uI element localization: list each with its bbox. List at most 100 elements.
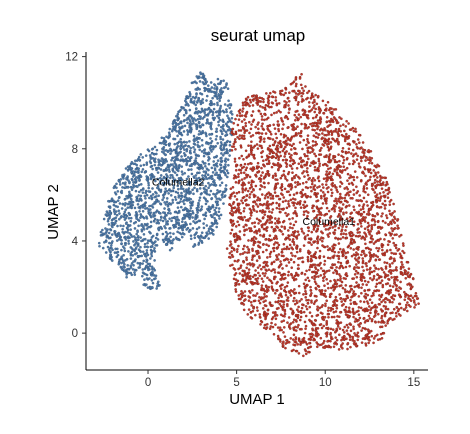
scatter-point [192,146,195,149]
scatter-point [172,226,176,229]
scatter-point [249,100,253,104]
scatter-point [217,214,221,218]
scatter-point [241,107,245,110]
scatter-point [325,335,328,338]
scatter-point [222,129,226,132]
scatter-point [325,180,328,183]
scatter-point [173,159,176,163]
scatter-point [173,161,177,165]
scatter-point [400,271,404,275]
scatter-point [184,221,187,224]
scatter-point [269,137,272,140]
scatter-point [231,202,235,205]
scatter-point [326,129,330,133]
scatter-point [266,276,269,280]
scatter-point [177,223,181,227]
scatter-point [176,118,179,121]
scatter-point [250,304,253,307]
scatter-point [244,121,248,125]
scatter-point [311,255,315,258]
scatter-point [239,129,243,132]
scatter-point [271,325,275,329]
scatter-point [297,291,301,295]
scatter-point [264,132,268,135]
scatter-point [310,230,314,234]
scatter-point [168,227,172,230]
scatter-point [193,244,197,247]
scatter-point [208,102,212,106]
scatter-point [347,309,351,312]
scatter-point [257,299,261,303]
scatter-point [164,230,168,234]
scatter-point [161,232,165,236]
scatter-point [304,349,308,353]
scatter-point [244,124,248,128]
scatter-point [293,198,297,201]
scatter-point [248,131,251,135]
scatter-point [200,208,203,211]
scatter-point [305,114,309,118]
scatter-point [133,271,136,274]
scatter-point [342,165,346,169]
scatter-point [392,241,395,245]
scatter-point [245,198,248,202]
scatter-point [358,316,362,320]
scatter-point [182,119,186,123]
scatter-point [326,312,330,316]
scatter-point [384,203,387,207]
scatter-point [123,218,127,221]
scatter-point [353,320,357,323]
scatter-point [226,104,230,107]
scatter-point [369,175,372,179]
scatter-point [248,98,252,102]
scatter-point [386,188,390,192]
scatter-point [134,258,137,261]
scatter-point [298,89,301,93]
scatter-point [253,200,257,204]
scatter-point [234,284,237,287]
scatter-point [372,277,376,280]
scatter-point [334,197,338,201]
scatter-point [357,199,360,202]
scatter-point [109,212,112,216]
scatter-point [273,217,277,220]
scatter-point [205,190,208,194]
scatter-point [346,251,350,254]
scatter-point [134,179,138,182]
scatter-point [251,120,255,123]
scatter-point [242,225,246,229]
scatter-point [207,159,210,162]
scatter-point [362,203,366,206]
scatter-point [129,266,133,269]
scatter-point [352,277,356,280]
scatter-point [355,176,359,179]
scatter-point [381,219,385,223]
scatter-point [306,137,309,141]
scatter-point [401,242,405,245]
scatter-point [365,264,368,268]
scatter-point [287,99,291,103]
scatter-point [208,107,211,111]
scatter-point [374,173,378,177]
scatter-point [173,223,177,227]
scatter-point [230,113,234,116]
scatter-point [292,146,296,150]
scatter-point [260,193,264,196]
scatter-point [207,205,211,209]
scatter-point [373,220,377,223]
scatter-point [402,251,406,255]
scatter-point [309,122,312,126]
scatter-point [312,240,315,244]
scatter-point [155,192,158,195]
scatter-point [203,190,206,194]
scatter-point [253,230,256,234]
scatter-point [220,92,223,95]
scatter-point [294,92,298,95]
scatter-point [154,274,158,278]
scatter-point [263,106,267,110]
scatter-point [361,141,365,144]
scatter-point [372,174,376,178]
scatter-point [330,188,333,192]
scatter-point [234,210,238,214]
